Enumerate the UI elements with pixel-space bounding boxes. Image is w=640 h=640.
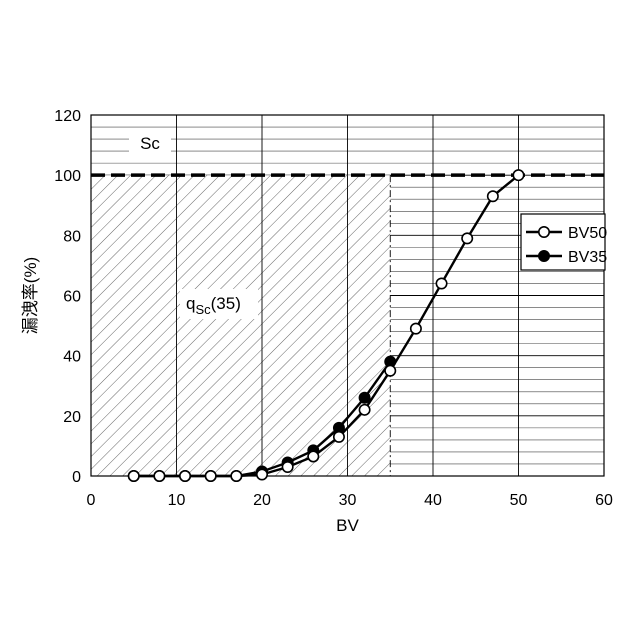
point-bv50 [231,471,241,481]
point-bv50 [513,170,523,180]
x-tick-label: 10 [168,492,186,509]
point-bv50 [129,471,139,481]
y-tick-label: 40 [63,349,81,366]
point-bv50 [206,471,216,481]
legend-label-bv50: BV50 [568,225,607,242]
point-bv50 [154,471,164,481]
point-bv50 [488,191,498,201]
x-tick-label: 50 [510,492,528,509]
x-tick-label: 40 [424,492,442,509]
x-tick-label: 30 [339,492,357,509]
q-subscript: Sc [195,302,211,317]
point-bv50 [308,451,318,461]
y-tick-label: 0 [72,469,81,486]
point-bv50 [436,278,446,288]
y-tick-label: 100 [54,168,81,185]
y-tick-label: 20 [63,409,81,426]
point-bv50 [334,432,344,442]
y-tick-label: 60 [63,289,81,306]
y-tick-label: 120 [54,108,81,125]
x-tick-label: 20 [253,492,271,509]
point-bv50 [257,469,267,479]
point-bv50 [359,405,369,415]
x-tick-label: 0 [87,492,96,509]
sc-label: Sc [140,134,160,153]
legend-marker-bv50 [539,227,549,237]
q-main: q [186,294,195,313]
point-bv50 [462,233,472,243]
y-tick-label: 80 [63,228,81,245]
point-bv50 [385,366,395,376]
y-axis-title: 漏洩率(%) [21,257,40,334]
q-paren: (35) [211,294,241,313]
x-tick-label: 60 [595,492,613,509]
point-bv50 [282,462,292,472]
sc-annotation: Sc [129,130,171,156]
legend-marker-bv35 [539,251,549,261]
point-bv50 [180,471,190,481]
point-bv50 [411,323,421,333]
point-bv35 [359,393,369,403]
legend: BV50 BV35 [521,214,607,270]
legend-label-bv35: BV35 [568,249,607,266]
x-axis-title: BV [336,516,359,535]
q-annotation: qSc(35) [180,289,258,319]
